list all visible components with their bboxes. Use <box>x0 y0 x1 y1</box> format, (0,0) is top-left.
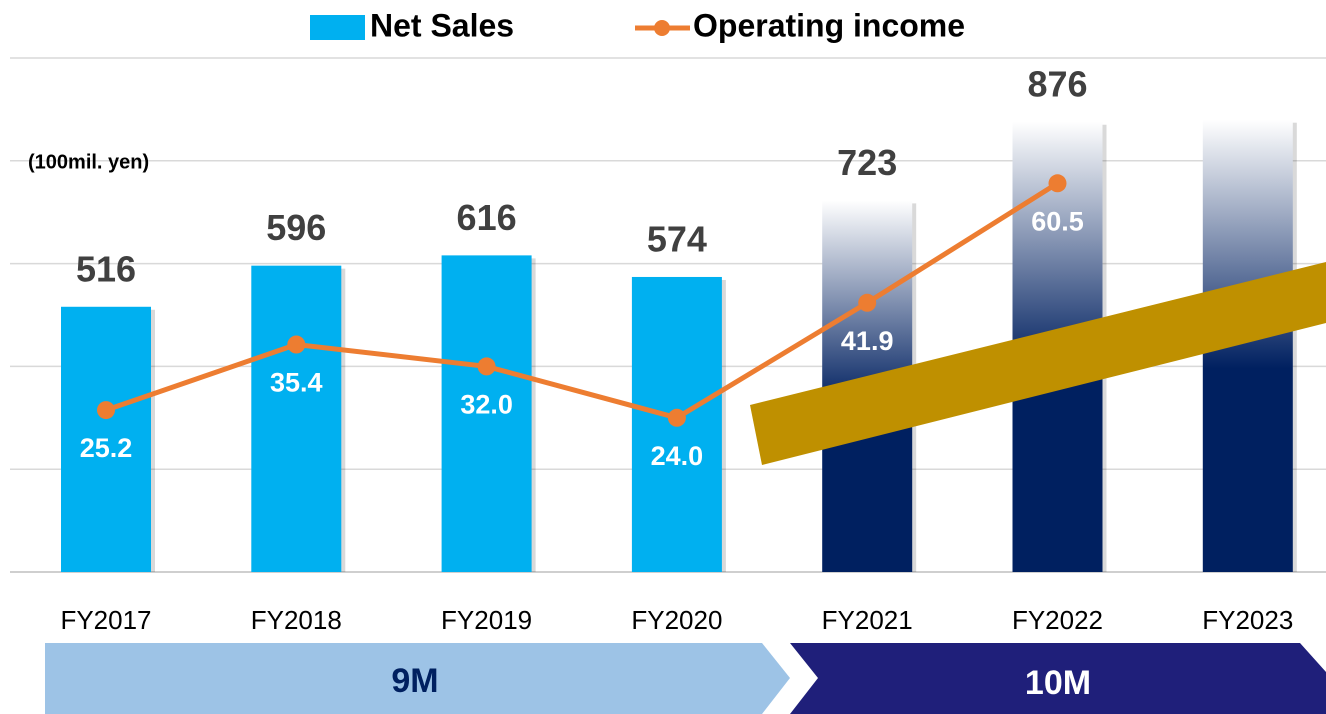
line-marker <box>858 293 877 312</box>
bar-value-label: 574 <box>647 218 707 259</box>
x-tick-label: FY2018 <box>251 605 342 635</box>
line-marker <box>97 401 115 420</box>
line-value-label: 60.5 <box>1031 206 1084 236</box>
legend-label: Operating income <box>693 7 965 43</box>
x-tick-label: FY2022 <box>1012 605 1103 635</box>
period-label: 9M <box>391 662 438 700</box>
bar-value-label: 876 <box>1027 63 1087 104</box>
bar-value-label: 596 <box>266 207 326 248</box>
line-marker <box>667 408 686 427</box>
bar <box>61 306 151 572</box>
bars: 516 596 616 574 723 876 <box>61 63 1297 573</box>
line-value-label: 41.9 <box>841 326 894 356</box>
line-marker <box>287 335 306 354</box>
x-tick-label: FY2020 <box>631 605 722 635</box>
period-band <box>790 643 1326 714</box>
x-tick-label: FY2019 <box>441 605 532 635</box>
line-value-label: 24.0 <box>651 441 704 471</box>
bar <box>251 265 342 572</box>
line <box>105 181 1059 421</box>
legend-swatch <box>310 15 365 40</box>
line-marker <box>477 357 496 376</box>
x-tick-label: FY2021 <box>822 605 913 635</box>
legend: Net Sales Operating income <box>310 7 965 43</box>
line-value-label: 32.0 <box>460 390 513 420</box>
unit-label: (100mil. yen) <box>28 151 149 173</box>
bar-value-label: 723 <box>837 142 897 183</box>
trend-band <box>750 262 1326 465</box>
line-marker <box>1048 174 1067 193</box>
period-band <box>45 643 790 714</box>
bar <box>441 255 532 572</box>
bar-value-label: 616 <box>457 197 517 238</box>
period-label: 10M <box>1025 664 1091 702</box>
line-layer: 25.2 35.4 32.0 24.0 41.9 60.5 <box>80 174 1084 471</box>
line-value-label: 25.2 <box>80 433 133 463</box>
line-value-label: 35.4 <box>270 368 323 398</box>
x-tick-label: FY2023 <box>1202 605 1293 635</box>
bar-value-label: 516 <box>76 248 136 289</box>
legend-marker <box>654 20 670 36</box>
legend-label: Net Sales <box>370 7 514 43</box>
x-tick-label: FY2017 <box>60 605 151 635</box>
